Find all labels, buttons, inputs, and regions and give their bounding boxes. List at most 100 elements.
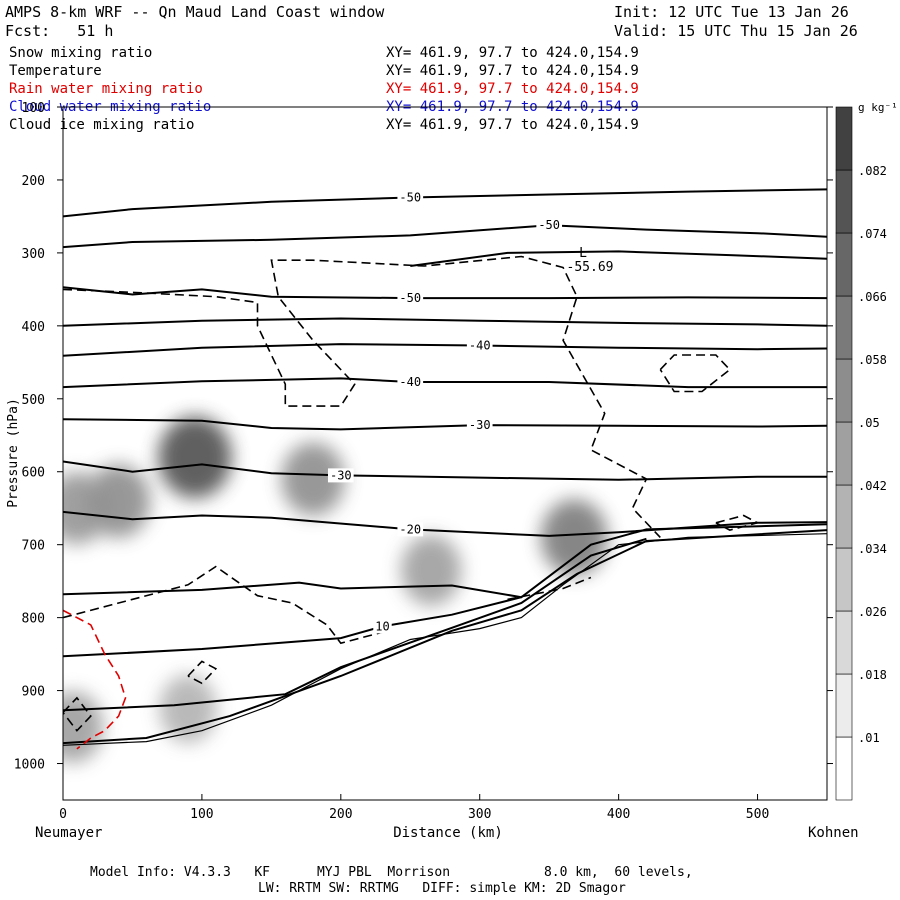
temperature-contour-label: -40	[399, 375, 421, 389]
contour-label-bg	[397, 375, 424, 390]
temperature-contour-label: -50	[399, 291, 421, 305]
init-time: Init: 12 UTC Tue 13 Jan 26	[614, 3, 849, 21]
plot-frame	[62, 106, 828, 801]
colorbar-tick-label: .042	[858, 479, 887, 493]
colorbar-segment	[835, 610, 853, 675]
colorbar-tick-label: .01	[858, 731, 880, 745]
contour-label-bg	[466, 418, 493, 433]
legend-temperature-label: Temperature	[9, 63, 102, 79]
colorbar-segment	[835, 232, 853, 297]
temperature-contour	[63, 286, 827, 300]
temperature-contour-label: -40	[469, 339, 491, 353]
y-tick-label: 600	[22, 466, 45, 481]
snow-blob	[281, 442, 345, 516]
y-tick-label: 1000	[14, 758, 45, 773]
temperature-contour	[63, 523, 827, 599]
snow-blob	[159, 674, 217, 743]
contour-label-bg	[397, 522, 424, 537]
contour-label-bg	[373, 619, 392, 634]
colorbar-tick-label: .05	[858, 416, 880, 430]
y-tick-label: 500	[22, 393, 45, 408]
cloud-ice-contour	[63, 255, 661, 538]
contour-label-layer: -50 -50 -50 -40 -40 -30 -30 -20 10	[327, 190, 563, 634]
temperature-contour	[63, 188, 827, 218]
temperature-contour-label: -20	[399, 522, 421, 536]
temperature-contour	[63, 317, 827, 327]
temperature-contour	[63, 529, 827, 745]
temperature-contour	[63, 537, 647, 712]
temperature-contour-label: -50	[399, 190, 421, 204]
snow-blob	[400, 534, 462, 606]
snow-blob	[158, 416, 232, 499]
cloud-ice-contour	[507, 576, 592, 601]
temperature-contour	[63, 510, 827, 537]
left-end-label: Neumayer	[35, 825, 102, 841]
legend-snow-label: Snow mixing ratio	[9, 45, 153, 61]
colorbar: .01 .018 .026 .034 .042 .05 .058 .066 .074 .082	[835, 106, 887, 801]
colorbar-units: g kg⁻¹	[858, 101, 898, 114]
temperature-contour	[63, 418, 827, 431]
y-tick-label: 200	[22, 174, 45, 189]
legend-cloud-ice-xy: XY= 461.9, 97.7 to 424.0,154.9	[386, 117, 639, 133]
colorbar-segment	[835, 169, 853, 234]
colorbar-tick-label: .034	[858, 542, 887, 556]
colorbar-tick-label: .066	[858, 290, 887, 304]
cloud-ice-contour	[63, 565, 383, 645]
footer-model-info: Model Info: V4.3.3 KF MYJ PBL Morrison 8…	[90, 865, 693, 880]
x-tick-label: 0	[59, 807, 67, 822]
rain-water-contour	[63, 609, 127, 750]
contour-label-bg	[466, 338, 493, 353]
chart-title: AMPS 8-km WRF -- Qn Maud Land Coast wind…	[5, 3, 385, 21]
legend-rain-label: Rain water mixing ratio	[9, 81, 203, 97]
temperature-contour-label: -30	[469, 418, 491, 432]
y-axis-label: Pressure (hPa)	[6, 398, 21, 508]
footer-physics-info: LW: RRTM SW: RRTMG DIFF: simple KM: 2D S…	[258, 881, 626, 896]
snow-shading-layer	[63, 416, 608, 763]
y-tick-label: 800	[22, 612, 45, 627]
colorbar-tick-label: .026	[858, 605, 887, 619]
legend-cloud-ice-label: Cloud ice mixing ratio	[9, 117, 195, 133]
legend-snow-xy: XY= 461.9, 97.7 to 424.0,154.9	[386, 45, 639, 61]
cloud-ice-contour	[715, 514, 760, 531]
cloud-ice-contour	[187, 660, 218, 685]
colorbar-tick-label: .058	[858, 353, 887, 367]
temperature-contour-label: -50	[538, 218, 560, 232]
contour-label-bg	[397, 291, 424, 306]
colorbar-segment	[835, 547, 853, 612]
temperature-contour	[63, 343, 827, 357]
contour-label-bg	[327, 468, 354, 483]
temperature-minimum: -55.69	[567, 260, 614, 275]
temperature-contour	[63, 596, 522, 658]
x-axis-label: Distance (km)	[393, 825, 503, 841]
legend-temperature-xy: XY= 461.9, 97.7 to 424.0,154.9	[386, 63, 639, 79]
temperature-contour	[410, 250, 827, 267]
colorbar-segment	[835, 484, 853, 549]
temperature-low-marker: L	[579, 246, 587, 261]
forecast-hour: Fcst: 51 h	[5, 22, 114, 40]
snow-blob	[86, 464, 151, 538]
y-tick-label: 300	[22, 247, 45, 262]
colorbar-tick-label: .018	[858, 668, 887, 682]
temperature-contour	[63, 224, 827, 249]
colorbar-segment	[835, 421, 853, 486]
right-end-label: Kohnen	[808, 825, 859, 841]
x-tick-label: 100	[190, 807, 213, 822]
colorbar-tick-label: .074	[858, 227, 887, 241]
temperature-contour-label: -30	[330, 468, 352, 482]
valid-time: Valid: 15 UTC Thu 15 Jan 26	[614, 22, 858, 40]
y-tick-label: 400	[22, 320, 45, 335]
contour-label-bg	[397, 190, 424, 205]
y-tick-label: 100	[22, 101, 45, 116]
colorbar-segment	[835, 736, 853, 801]
x-tick-label: 300	[468, 807, 491, 822]
x-tick-label: 500	[746, 807, 769, 822]
y-tick-label: 700	[22, 539, 45, 554]
x-tick-label: 200	[329, 807, 352, 822]
colorbar-segment	[835, 673, 853, 738]
contour-label-bg	[536, 218, 563, 233]
cloud-ice-contour	[659, 354, 731, 393]
temperature-contour-label: 10	[375, 619, 389, 633]
axis-layer: 100 200 300 400 500 600 700 800 900 1000 0 100 200 30…	[14, 101, 833, 822]
colorbar-segment	[835, 295, 853, 360]
